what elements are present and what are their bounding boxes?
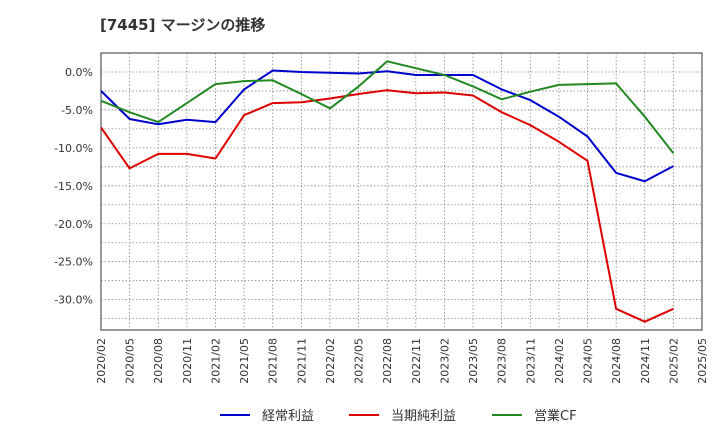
- y-tick-label: -10.0%: [54, 142, 93, 155]
- chart-title: [7445] マージンの推移: [100, 16, 266, 34]
- x-tick-label: 2025/02: [667, 338, 680, 384]
- x-tick-label: 2021/11: [295, 338, 308, 384]
- x-tick-label: 2022/02: [324, 338, 337, 384]
- y-tick-label: -5.0%: [61, 104, 93, 117]
- y-tick-label: 0.0%: [65, 66, 93, 79]
- x-tick-label: 2023/11: [524, 338, 537, 384]
- y-tick-label: -15.0%: [54, 180, 93, 193]
- grid: [101, 53, 702, 330]
- legend-label-1: 経常利益: [262, 409, 314, 424]
- x-tick-label: 2021/08: [267, 338, 280, 384]
- x-tick-label: 2021/05: [238, 338, 251, 384]
- series-line-2: [100, 89, 674, 323]
- x-tick-label: 2022/08: [381, 338, 394, 384]
- legend: 経常利益 当期純利益 営業CF: [220, 408, 577, 424]
- x-tick-label: 2024/02: [553, 338, 566, 384]
- x-tick-label: 2021/02: [209, 338, 222, 384]
- x-axis-ticks: 2020/02 2020/05 2020/08 2020/11 2021/02 2021/…: [95, 338, 709, 384]
- series-line-3: [100, 60, 675, 154]
- series-lines: [100, 60, 675, 323]
- x-tick-label: 2023/02: [438, 338, 451, 384]
- x-tick-label: 2022/05: [353, 338, 366, 384]
- series-line-1: [100, 69, 674, 183]
- x-tick-label: 2023/08: [496, 338, 509, 384]
- x-tick-label: 2022/11: [410, 338, 423, 384]
- x-tick-label: 2024/11: [639, 338, 652, 384]
- y-tick-label: -30.0%: [54, 294, 93, 307]
- x-tick-label: 2024/05: [582, 338, 595, 384]
- plot-area: [100, 52, 703, 331]
- x-tick-label: 2023/05: [467, 338, 480, 384]
- x-tick-label: 2020/02: [95, 338, 108, 384]
- x-tick-label: 2024/08: [610, 338, 623, 384]
- x-tick-label: 2020/11: [181, 338, 194, 384]
- y-axis-ticks: 0.0% -5.0% -10.0% -15.0% -20.0% -25.0% -30.0%: [54, 66, 93, 307]
- y-tick-label: -25.0%: [54, 256, 93, 269]
- legend-label-2: 当期純利益: [391, 409, 456, 424]
- x-tick-label: 2020/05: [124, 338, 137, 384]
- x-tick-label: 2020/08: [152, 338, 165, 384]
- y-tick-label: -20.0%: [54, 218, 93, 231]
- legend-label-3: 営業CF: [534, 408, 577, 424]
- x-tick-label: 2025/05: [696, 338, 709, 384]
